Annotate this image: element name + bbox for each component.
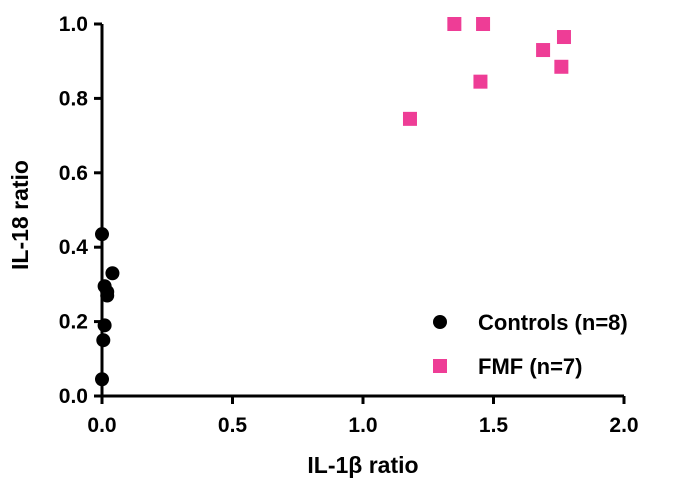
data-marks xyxy=(95,17,571,387)
control-point xyxy=(105,266,120,281)
control-point xyxy=(95,227,109,242)
y-tick-label: 0.4 xyxy=(59,236,89,259)
legend-label: FMF (n=7) xyxy=(478,354,583,379)
control-point xyxy=(96,333,111,348)
y-tick-label: 0.8 xyxy=(59,87,89,110)
x-tick-label: 1.5 xyxy=(479,414,509,437)
x-axis-title: IL-1β ratio xyxy=(307,452,418,478)
legend-label: Controls (n=8) xyxy=(478,310,628,335)
legend-marker-fmf xyxy=(433,359,447,373)
control-point xyxy=(100,284,115,299)
control-point xyxy=(97,318,112,333)
x-tick-label: 1.0 xyxy=(348,414,377,437)
fmf-point xyxy=(556,30,571,45)
y-tick-label: 1.0 xyxy=(59,13,88,36)
axes: 0.0 0.5 1.0 1.5 2.0 0.0 0.2 0.4 0.6 0.8 1.0 xyxy=(59,13,639,437)
fmf-point xyxy=(402,111,417,126)
y-axis-title: IL-18 ratio xyxy=(7,160,33,270)
fmf-point xyxy=(536,43,551,58)
fmf-point xyxy=(554,59,569,74)
x-tick-label: 0.0 xyxy=(87,414,116,437)
x-tick-label: 0.5 xyxy=(218,414,248,437)
legend: Controls (n=8) FMF (n=7) xyxy=(433,310,628,379)
x-tick-label: 2.0 xyxy=(609,414,638,437)
fmf-point xyxy=(476,17,491,31)
y-tick-label: 0.2 xyxy=(59,311,88,334)
fmf-point xyxy=(473,74,488,89)
y-tick-label: 0.6 xyxy=(59,162,88,185)
legend-marker-controls xyxy=(433,315,447,329)
fmf-point xyxy=(447,17,462,31)
control-point xyxy=(95,372,109,387)
y-tick-label: 0.0 xyxy=(59,385,88,408)
